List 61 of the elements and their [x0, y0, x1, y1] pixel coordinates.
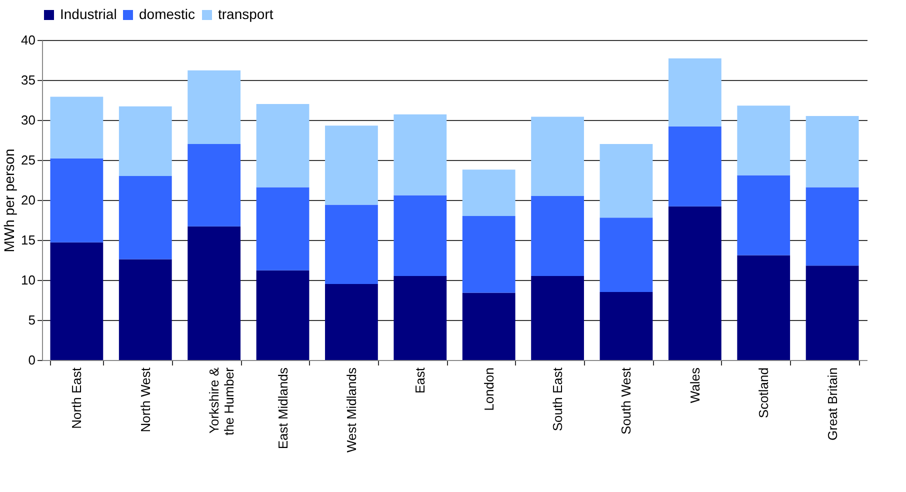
- x-tick-label: Yorkshire & the Humber: [206, 366, 237, 436]
- bar: [668, 126, 722, 206]
- y-tick-label: 25: [21, 152, 36, 168]
- bar: [325, 204, 378, 284]
- bar: [118, 176, 172, 260]
- x-tick-label: North West: [138, 367, 153, 432]
- bar: [325, 126, 378, 205]
- bar: [737, 106, 790, 176]
- bar: [118, 106, 172, 176]
- bar: [50, 242, 104, 360]
- bar: [462, 170, 516, 216]
- bar: [462, 216, 516, 293]
- bar: [188, 144, 241, 226]
- y-tick-label: 10: [21, 272, 36, 288]
- bar: [600, 144, 653, 218]
- bar: [806, 116, 859, 188]
- bar: [600, 218, 653, 292]
- bar: [394, 114, 447, 196]
- legend-label: Industrial: [60, 6, 117, 22]
- bar: [462, 292, 516, 360]
- bar: [531, 116, 584, 196]
- bar: [256, 104, 310, 188]
- bar: [50, 158, 104, 242]
- bar: [531, 276, 584, 360]
- bar: [806, 266, 859, 360]
- legend-label: domestic: [139, 6, 196, 22]
- bar: [737, 255, 790, 360]
- x-tick-label: Wales: [687, 367, 702, 404]
- bar: [256, 270, 310, 360]
- y-tick-label: 0: [28, 352, 36, 368]
- bar: [806, 187, 859, 266]
- bar: [50, 96, 104, 158]
- bar: [600, 292, 653, 360]
- x-tick-label: North East: [69, 367, 84, 429]
- y-tick-label: 35: [21, 72, 36, 88]
- x-tick-label: West Midlands: [344, 367, 359, 453]
- x-tick-label: East Midlands: [275, 367, 290, 450]
- bar: [394, 276, 447, 360]
- y-axis-title: MWh per person: [1, 148, 18, 252]
- bar: [668, 206, 722, 360]
- x-tick-label: Great Britain: [824, 368, 840, 440]
- y-tick-label: 5: [28, 312, 36, 328]
- bar: [256, 187, 310, 270]
- x-tick-label: South East: [550, 367, 566, 432]
- x-tick-label: Scotland: [756, 368, 772, 418]
- bar: [188, 226, 241, 360]
- bar: [668, 58, 722, 126]
- bar: [394, 195, 447, 276]
- bar: [188, 70, 241, 144]
- bar: [118, 259, 172, 360]
- y-tick-label: 40: [21, 32, 36, 48]
- y-tick-label: 30: [21, 112, 36, 128]
- x-tick-label: London: [481, 368, 496, 411]
- y-tick-label: 20: [21, 192, 36, 208]
- x-tick-label: East: [412, 367, 428, 394]
- bar: [531, 196, 584, 276]
- bar: [737, 175, 790, 256]
- x-tick-label: South West: [618, 367, 634, 434]
- y-tick-label: 15: [21, 232, 36, 248]
- bar: [325, 284, 378, 360]
- legend-label: transport: [218, 6, 274, 22]
